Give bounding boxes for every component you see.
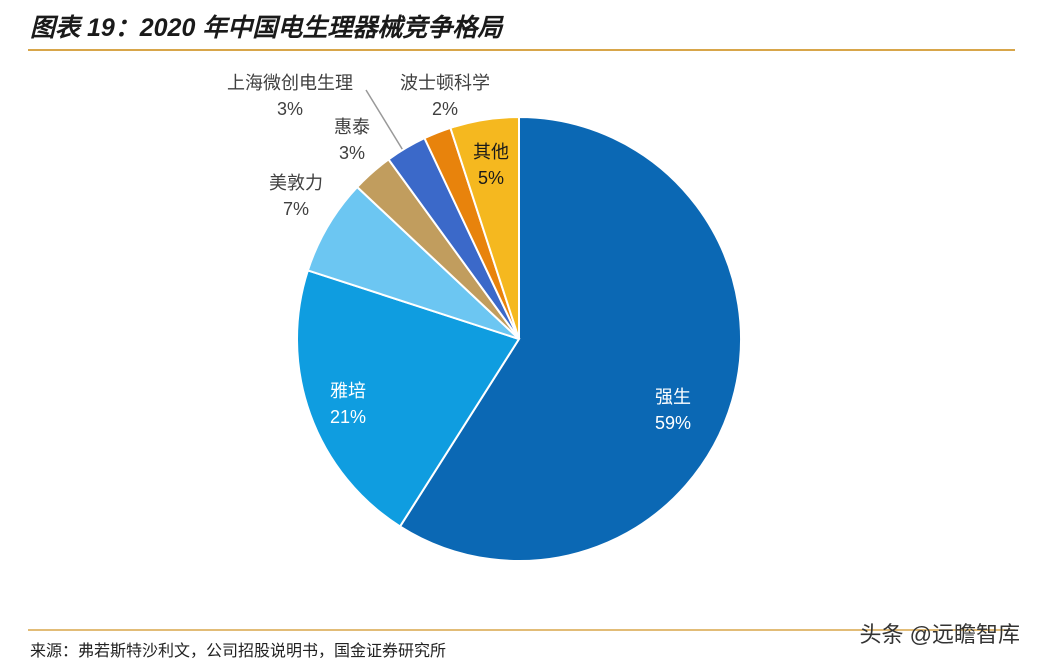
pie-slice bbox=[398, 115, 742, 562]
pie-slice bbox=[296, 269, 521, 528]
leader-line bbox=[365, 89, 405, 153]
value-label: 3% bbox=[339, 143, 365, 163]
chart-title: 图表 19：2020 年中国电生理器械竞争格局 bbox=[30, 14, 504, 42]
value-label: 59% bbox=[655, 413, 691, 433]
value-label: 5% bbox=[478, 168, 504, 188]
watermark: 头条 @远瞻智库 bbox=[860, 622, 1020, 647]
value-label: 21% bbox=[330, 407, 366, 427]
pie-slice bbox=[449, 115, 520, 340]
slice-label: 强生 bbox=[655, 387, 691, 407]
value-label: 2% bbox=[432, 99, 458, 119]
slice-label: 波士顿科学 bbox=[400, 73, 490, 93]
slice-label: 雅培 bbox=[330, 381, 366, 401]
source-note: 来源：弗若斯特沙利文，公司招股说明书，国金证券研究所 bbox=[30, 642, 446, 660]
value-label: 3% bbox=[277, 99, 303, 119]
slice-label: 其他 bbox=[473, 142, 509, 162]
slice-label: 上海微创电生理 bbox=[227, 73, 353, 93]
value-label: 7% bbox=[283, 199, 309, 219]
slice-label: 美敦力 bbox=[269, 173, 323, 193]
slice-label: 惠泰 bbox=[334, 117, 370, 137]
